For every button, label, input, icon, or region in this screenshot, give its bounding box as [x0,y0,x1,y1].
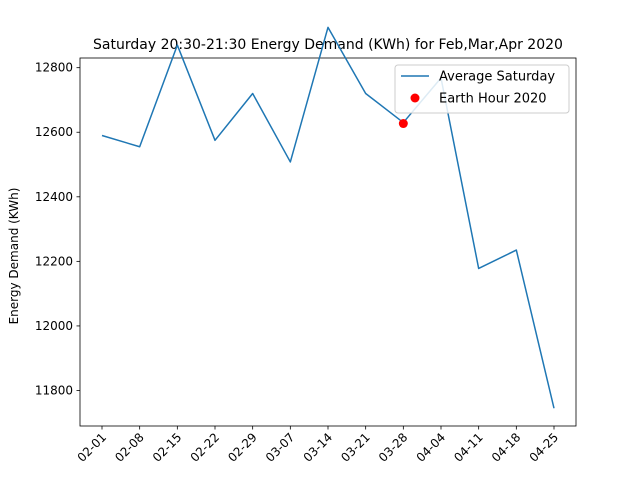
x-tick-label: 03-21 [338,430,373,465]
y-tick-label: 11800 [35,383,73,397]
x-tick-label: 02-08 [112,430,147,465]
chart-title: Saturday 20:30-21:30 Energy Demand (KWh)… [93,37,563,53]
x-tick-label: 02-15 [150,430,185,465]
x-tick-label: 04-04 [414,430,449,465]
y-tick-label: 12400 [35,190,73,204]
legend-label: Average Saturday [439,70,555,85]
x-tick-label: 02-22 [188,430,223,465]
y-tick-label: 12600 [35,125,73,139]
legend: Average Saturday Earth Hour 2020 [394,64,570,114]
x-tick-label: 02-01 [75,430,110,465]
legend-swatch-marker [410,93,420,103]
x-tick-label: 04-25 [527,430,562,465]
series-line-average-saturday [101,26,555,409]
legend-box [394,64,570,114]
y-tick-label: 12200 [35,254,73,268]
x-tick-label: 03-07 [263,430,298,465]
x-tick-label: 04-11 [451,430,486,465]
y-axis-label: Energy Demand (KWh) [7,188,21,325]
x-tick-label: 03-28 [376,430,411,465]
x-tick-label: 04-18 [489,430,524,465]
legend-label: Earth Hour 2020 [439,92,547,107]
y-tick-label: 12800 [35,61,73,75]
earth-hour-point [398,119,408,129]
x-tick-label: 03-14 [301,430,336,465]
x-tick-label: 02-29 [225,430,260,465]
y-tick-label: 12000 [35,319,73,333]
